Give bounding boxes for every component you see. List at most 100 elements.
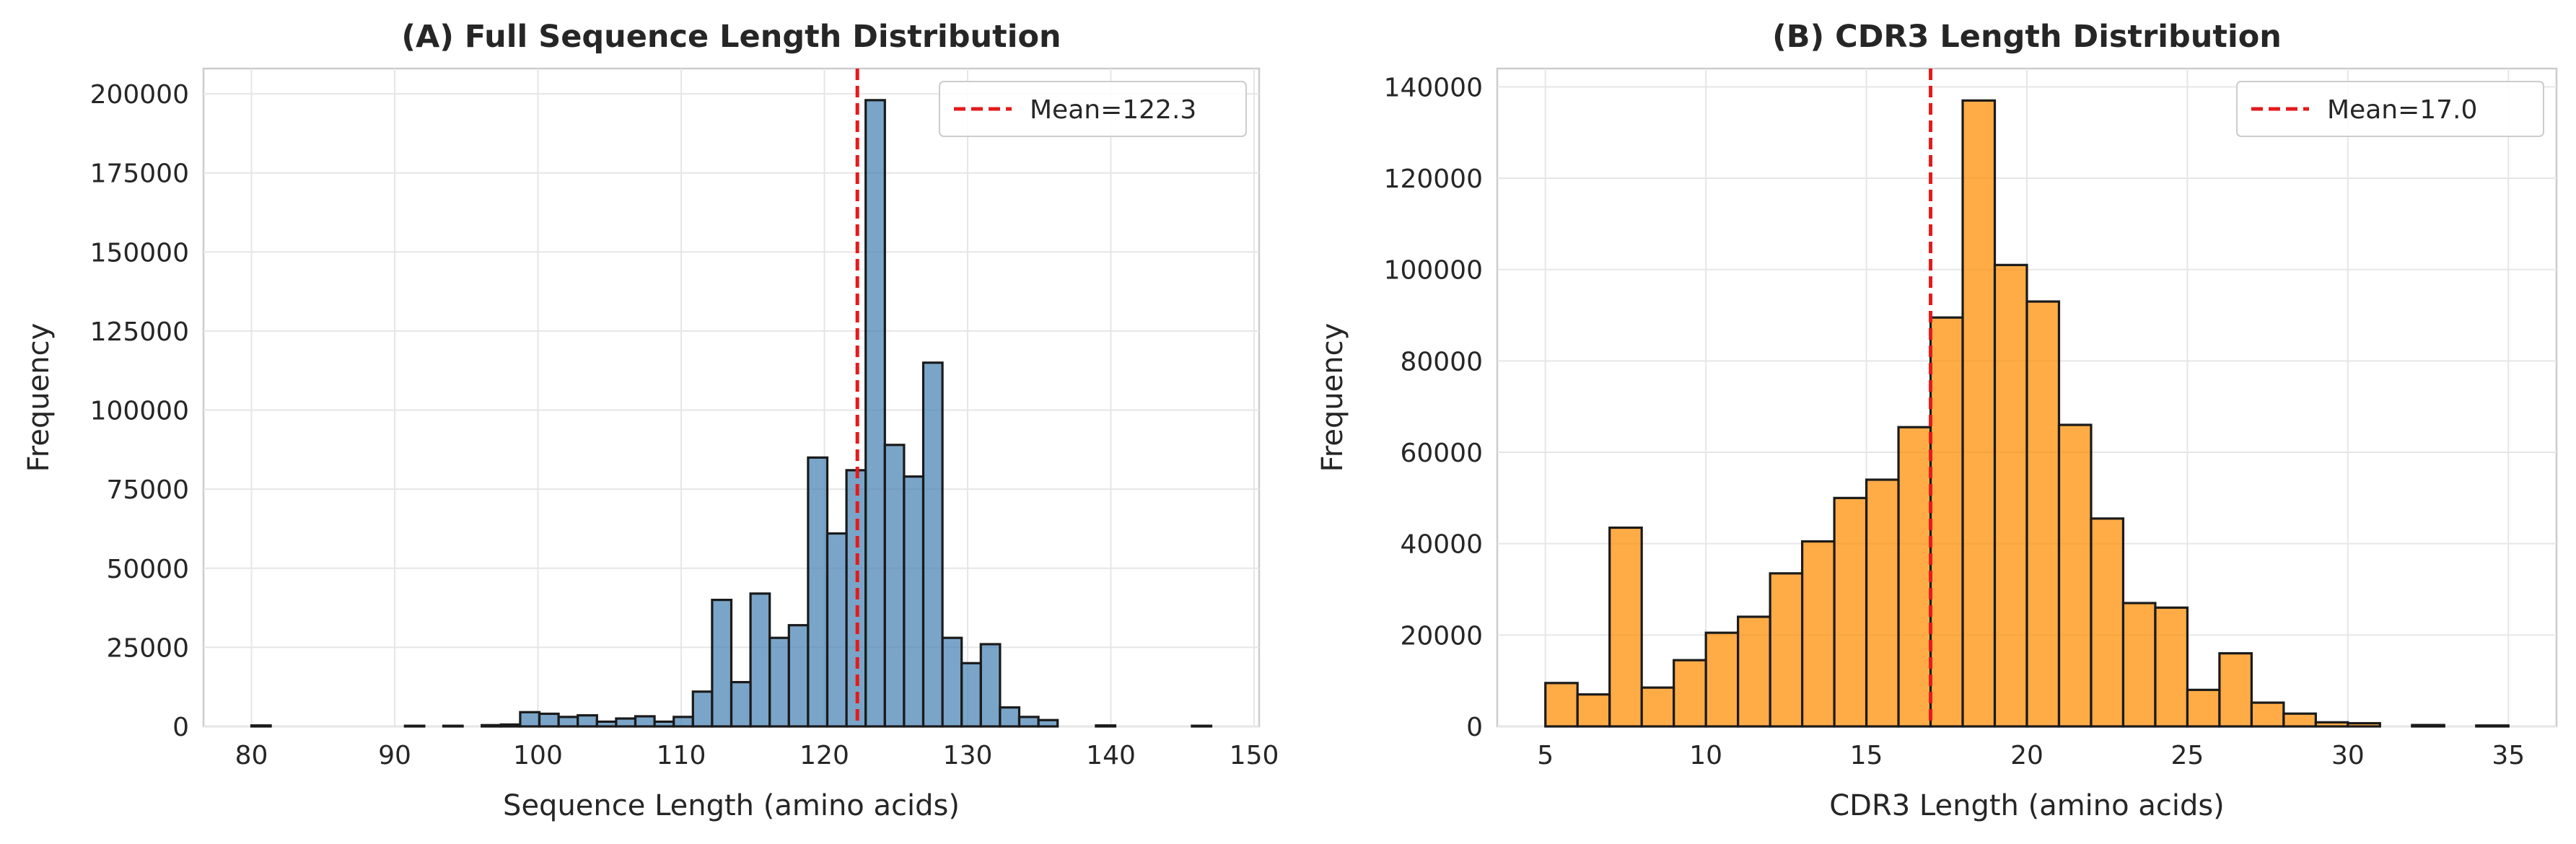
- x-tick-label: 150: [1230, 741, 1279, 770]
- histogram-bars: [1544, 99, 2510, 728]
- histogram-bar: [2186, 688, 2221, 728]
- y-tick-label: 100000: [90, 397, 189, 426]
- histogram-bar: [1993, 263, 2028, 728]
- y-tick-label: 125000: [90, 317, 189, 347]
- histogram-bar: [768, 636, 790, 728]
- histogram-bar: [2057, 423, 2093, 728]
- panel-a: 80 90 100 110 120 130 140 150 0 25000 50000 75000 10…: [22, 19, 1279, 822]
- histogram-bar: [1608, 526, 1643, 728]
- histogram-bar: [2025, 300, 2061, 728]
- histogram-bar: [749, 592, 771, 728]
- histogram-bar: [2347, 721, 2381, 728]
- legend: Mean=17.0: [2236, 81, 2544, 137]
- histogram-bar: [730, 681, 752, 728]
- histogram-bar: [653, 720, 675, 728]
- x-tick-label: 10: [1689, 741, 1722, 770]
- y-axis-label: Frequency: [1316, 323, 1349, 472]
- y-tick-label: 200000: [90, 80, 189, 110]
- y-tick-label: 50000: [106, 555, 189, 584]
- histogram-bar: [1737, 615, 1771, 728]
- y-axis-label: Frequency: [22, 323, 56, 472]
- histogram-bar: [557, 716, 579, 728]
- histogram-bar: [1801, 540, 1836, 728]
- panel-b: 5 10 15 20 25 30 35 0 20000 40000 60000 80000 100000…: [1316, 19, 2558, 822]
- histogram-bar: [519, 711, 541, 728]
- x-tick-label: 25: [2171, 741, 2204, 770]
- y-tick-label: 75000: [106, 475, 189, 505]
- histogram-bars: [250, 99, 1213, 728]
- histogram-bar: [615, 717, 637, 728]
- histogram-bar: [1544, 682, 1579, 728]
- histogram-bar: [1640, 686, 1675, 728]
- y-tick-label: 120000: [1384, 164, 1483, 194]
- y-tick-label: 40000: [1400, 530, 1483, 560]
- chart-title: (A) Full Sequence Length Distribution: [401, 19, 1061, 55]
- histogram-bar: [481, 724, 502, 728]
- legend-label: Mean=122.3: [1030, 95, 1196, 125]
- histogram-bar: [941, 636, 963, 728]
- histogram-bar: [1037, 718, 1059, 728]
- y-tick-label: 20000: [1400, 621, 1483, 651]
- tick-labels: 80 90 100 110 120 130 140 150 0 25000 50000 75000 10…: [90, 80, 1279, 770]
- histogram-bar: [1865, 478, 1900, 728]
- x-tick-label: 100: [513, 741, 563, 770]
- histogram-bar: [499, 723, 522, 728]
- histogram-bar: [2250, 701, 2285, 728]
- histogram-bar: [1673, 659, 1707, 728]
- histogram-bar: [1897, 426, 1932, 728]
- x-tick-label: 30: [2331, 741, 2365, 770]
- histogram-bar: [1929, 316, 1964, 728]
- y-tick-label: 175000: [90, 159, 189, 189]
- histogram-bar: [999, 706, 1021, 728]
- histogram-bar: [2411, 724, 2445, 728]
- histogram-bar: [883, 444, 906, 728]
- legend: Mean=122.3: [939, 81, 1247, 137]
- y-tick-label: 140000: [1384, 73, 1483, 102]
- histogram-bar: [673, 716, 694, 728]
- histogram-bar: [1704, 631, 1740, 728]
- x-tick-label: 120: [799, 741, 849, 770]
- histogram-bar: [634, 715, 656, 728]
- x-tick-label: 35: [2492, 741, 2525, 770]
- histogram-bar: [2090, 517, 2125, 728]
- x-axis-label: Sequence Length (amino acids): [503, 789, 960, 822]
- x-tick-label: 130: [943, 741, 993, 770]
- y-tick-label: 0: [172, 713, 189, 742]
- x-tick-label: 80: [235, 741, 268, 770]
- histogram-bar: [577, 714, 598, 728]
- legend-box: [2236, 81, 2544, 137]
- histogram-bar: [691, 690, 714, 728]
- legend-label: Mean=17.0: [2327, 95, 2477, 125]
- histogram-bar: [2154, 606, 2189, 728]
- x-tick-label: 140: [1086, 741, 1136, 770]
- histogram-bar: [2282, 712, 2317, 728]
- x-tick-label: 90: [378, 741, 411, 770]
- histogram-bar: [825, 532, 848, 728]
- tick-labels: 5 10 15 20 25 30 35 0 20000 40000 60000 80000 100000…: [1384, 73, 2525, 770]
- histogram-bar: [2218, 652, 2253, 728]
- histogram-bar: [807, 456, 829, 728]
- histogram-bar: [979, 643, 1002, 728]
- y-tick-label: 100000: [1384, 256, 1483, 286]
- x-tick-label: 110: [657, 741, 706, 770]
- legend-box: [939, 81, 1247, 137]
- y-tick-label: 150000: [90, 238, 189, 268]
- y-tick-label: 0: [1466, 713, 1483, 742]
- y-tick-label: 80000: [1400, 347, 1483, 377]
- histogram-bar: [1017, 716, 1040, 728]
- histogram-bar: [1833, 496, 1868, 728]
- histogram-bar: [864, 99, 886, 728]
- y-tick-label: 60000: [1400, 439, 1483, 468]
- histogram-bar: [2121, 602, 2157, 728]
- histogram-bar: [787, 624, 810, 728]
- histogram-bar: [903, 475, 925, 728]
- x-tick-label: 15: [1850, 741, 1883, 770]
- histogram-bar: [2314, 721, 2349, 728]
- histogram-bar: [1576, 693, 1611, 728]
- histogram-bar: [595, 720, 618, 728]
- x-tick-label: 20: [2010, 741, 2043, 770]
- histogram-bar: [1961, 99, 1997, 728]
- x-tick-label: 5: [1537, 741, 1554, 770]
- histogram-bar: [960, 661, 982, 728]
